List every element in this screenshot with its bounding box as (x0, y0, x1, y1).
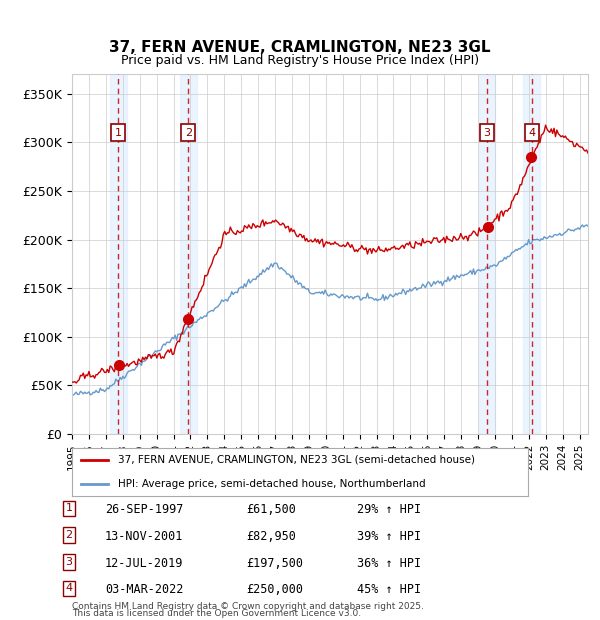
Text: 03-MAR-2022: 03-MAR-2022 (105, 583, 184, 596)
Text: £61,500: £61,500 (246, 503, 296, 516)
Text: HPI: Average price, semi-detached house, Northumberland: HPI: Average price, semi-detached house,… (118, 479, 425, 489)
Text: 4: 4 (528, 128, 535, 138)
Text: 2: 2 (185, 128, 192, 138)
Text: 26-SEP-1997: 26-SEP-1997 (105, 503, 184, 516)
Text: 36% ↑ HPI: 36% ↑ HPI (357, 557, 421, 570)
Text: 45% ↑ HPI: 45% ↑ HPI (357, 583, 421, 596)
Text: Price paid vs. HM Land Registry's House Price Index (HPI): Price paid vs. HM Land Registry's House … (121, 54, 479, 67)
Text: Contains HM Land Registry data © Crown copyright and database right 2025.: Contains HM Land Registry data © Crown c… (72, 602, 424, 611)
Bar (479, 74, 496, 434)
Text: £250,000: £250,000 (246, 583, 303, 596)
Text: 37, FERN AVENUE, CRAMLINGTON, NE23 3GL (semi-detached house): 37, FERN AVENUE, CRAMLINGTON, NE23 3GL (… (118, 454, 475, 465)
Text: 4: 4 (65, 583, 73, 593)
Bar (180, 74, 197, 434)
Text: 1: 1 (65, 503, 73, 513)
Text: 39% ↑ HPI: 39% ↑ HPI (357, 530, 421, 543)
Text: £197,500: £197,500 (246, 557, 303, 570)
Bar (523, 74, 540, 434)
Text: 12-JUL-2019: 12-JUL-2019 (105, 557, 184, 570)
Text: £82,950: £82,950 (246, 530, 296, 543)
Text: 3: 3 (65, 557, 73, 567)
Text: 29% ↑ HPI: 29% ↑ HPI (357, 503, 421, 516)
Text: This data is licensed under the Open Government Licence v3.0.: This data is licensed under the Open Gov… (72, 609, 361, 618)
Text: 2: 2 (65, 530, 73, 540)
Bar (110, 74, 127, 434)
Text: 1: 1 (115, 128, 122, 138)
Text: 13-NOV-2001: 13-NOV-2001 (105, 530, 184, 543)
Text: 37, FERN AVENUE, CRAMLINGTON, NE23 3GL: 37, FERN AVENUE, CRAMLINGTON, NE23 3GL (109, 40, 491, 55)
Text: 3: 3 (484, 128, 490, 138)
